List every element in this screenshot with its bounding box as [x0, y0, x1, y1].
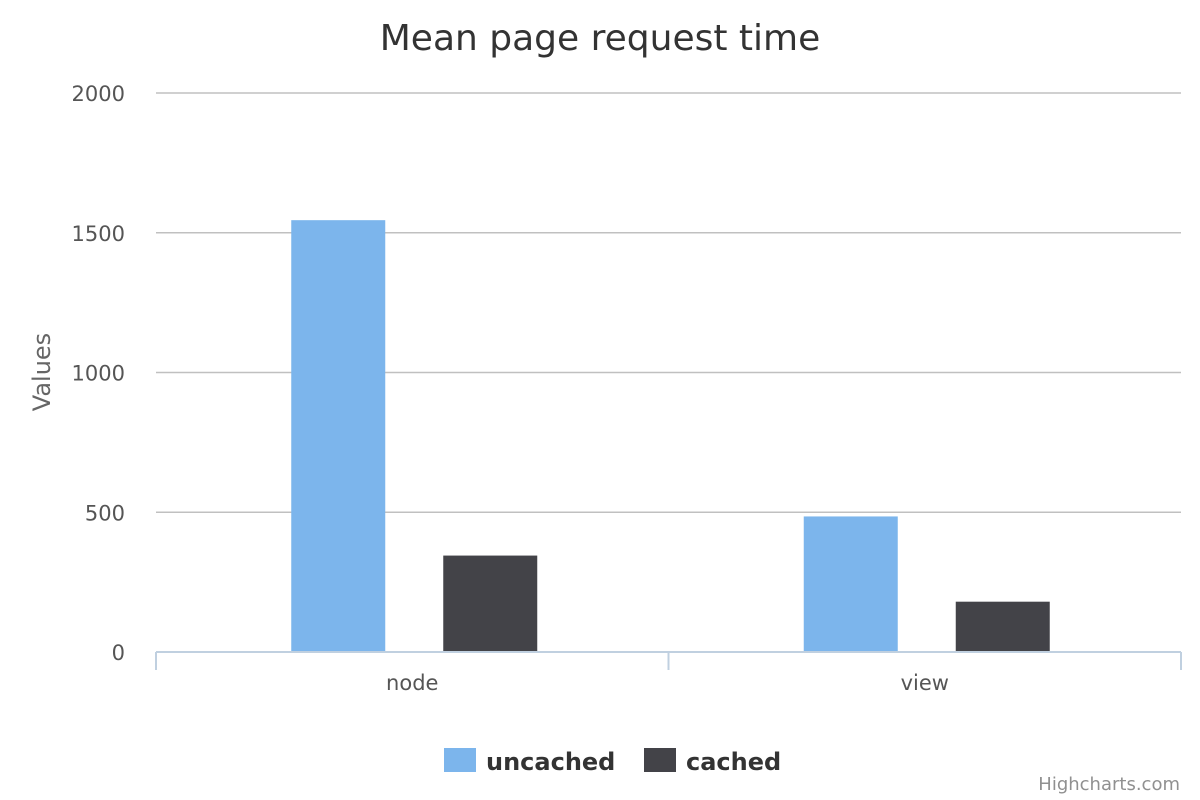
y-tick-label: 0	[112, 641, 125, 665]
y-tick-label: 1000	[72, 362, 125, 386]
bar-uncached-view[interactable]	[803, 516, 898, 651]
bar-cached-view[interactable]	[955, 601, 1050, 651]
chart-title: Mean page request time	[380, 18, 821, 59]
y-tick-label: 1500	[72, 222, 125, 246]
bar-cached-node[interactable]	[443, 555, 538, 651]
x-tick-label: node	[386, 671, 438, 695]
y-axis-label: Values	[28, 333, 56, 411]
legend-swatch	[644, 748, 676, 772]
bar-uncached-node[interactable]	[291, 220, 386, 652]
legend-label: cached	[686, 748, 781, 776]
legend: uncached cached	[444, 748, 781, 776]
x-axis-tick-labels: node view	[386, 671, 949, 695]
credits-link[interactable]: Highcharts.com	[1038, 774, 1180, 795]
legend-swatch	[444, 748, 476, 772]
legend-item-uncached[interactable]: uncached	[444, 748, 615, 776]
legend-label: uncached	[486, 748, 615, 776]
x-tick-label: view	[901, 671, 949, 695]
x-axis	[155, 651, 1182, 670]
bars	[291, 220, 1050, 652]
y-tick-label: 500	[85, 501, 125, 525]
legend-item-cached[interactable]: cached	[644, 748, 781, 776]
y-axis-tick-labels: 0 500 1000 1500 2000	[72, 82, 125, 665]
y-tick-label: 2000	[72, 82, 125, 106]
